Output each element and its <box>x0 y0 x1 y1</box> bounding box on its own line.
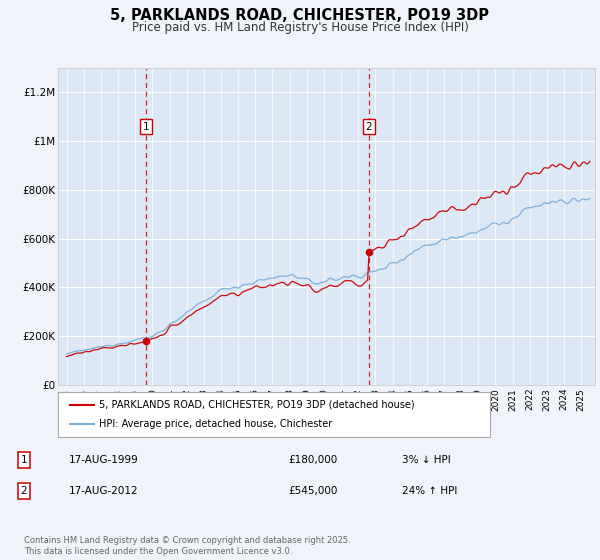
Text: £545,000: £545,000 <box>288 486 337 496</box>
Text: 2: 2 <box>365 122 372 132</box>
Text: 24% ↑ HPI: 24% ↑ HPI <box>402 486 457 496</box>
Text: 5, PARKLANDS ROAD, CHICHESTER, PO19 3DP: 5, PARKLANDS ROAD, CHICHESTER, PO19 3DP <box>110 8 490 24</box>
Text: 3% ↓ HPI: 3% ↓ HPI <box>402 455 451 465</box>
Text: 1: 1 <box>143 122 149 132</box>
Text: Contains HM Land Registry data © Crown copyright and database right 2025.
This d: Contains HM Land Registry data © Crown c… <box>24 536 350 556</box>
Text: Price paid vs. HM Land Registry's House Price Index (HPI): Price paid vs. HM Land Registry's House … <box>131 21 469 34</box>
Text: 2: 2 <box>20 486 28 496</box>
Text: 17-AUG-1999: 17-AUG-1999 <box>69 455 139 465</box>
Text: HPI: Average price, detached house, Chichester: HPI: Average price, detached house, Chic… <box>99 419 332 430</box>
Text: 5, PARKLANDS ROAD, CHICHESTER, PO19 3DP (detached house): 5, PARKLANDS ROAD, CHICHESTER, PO19 3DP … <box>99 400 415 409</box>
Text: £180,000: £180,000 <box>288 455 337 465</box>
Text: 17-AUG-2012: 17-AUG-2012 <box>69 486 139 496</box>
Text: 1: 1 <box>20 455 28 465</box>
